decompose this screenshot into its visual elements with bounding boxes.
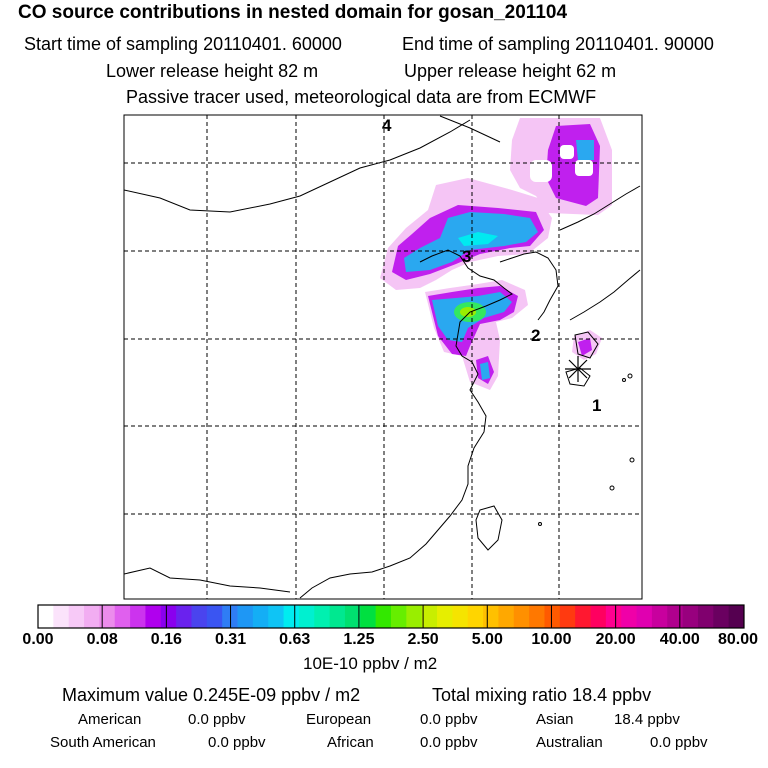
colorbar-tick-label: 0.16 — [150, 631, 182, 648]
colorbar-cell — [298, 605, 315, 628]
colorbar-cell — [728, 605, 745, 628]
colorbar-cell — [559, 605, 576, 628]
colorbar-cell — [697, 605, 714, 628]
start-time: Start time of sampling 20110401. 60000 — [24, 34, 342, 54]
colorbar-tick-label: 0.00 — [22, 631, 54, 648]
colorbar-tick-label: 0.31 — [214, 631, 247, 648]
chart-title: CO source contributions in nested domain… — [18, 2, 568, 23]
colorbar-cell — [651, 605, 668, 628]
colorbar-cell — [252, 605, 269, 628]
european-label: European — [306, 711, 372, 728]
grid-label-3: 3 — [462, 247, 471, 266]
colorbar-cell — [130, 605, 146, 628]
american-value: 0.0 ppbv — [188, 711, 246, 728]
colorbar-cell — [222, 605, 238, 628]
south-american-label: South American — [50, 734, 156, 751]
plume-holes — [530, 145, 593, 182]
australian-label: Australian — [536, 734, 603, 751]
colorbar-tick-label: 10.00 — [531, 631, 572, 648]
colorbar-cell — [237, 605, 254, 628]
grid-label-2: 2 — [531, 326, 540, 345]
plume-field — [380, 118, 612, 390]
end-time: End time of sampling 20110401. 90000 — [402, 34, 714, 54]
colorbar-cell — [467, 605, 484, 628]
colorbar-cell — [99, 605, 116, 628]
colorbar-cell — [314, 605, 331, 628]
colorbar-tick-label: 1.25 — [343, 631, 375, 648]
colorbar-cell — [283, 605, 300, 628]
colorbar-tick-label: 40.00 — [659, 631, 700, 648]
european-value: 0.0 ppbv — [420, 711, 478, 728]
colorbar-cell — [636, 605, 653, 628]
american-label: American — [78, 711, 142, 728]
colorbar-cell — [375, 605, 392, 628]
colorbar-cell — [682, 605, 699, 628]
colorbar-cell — [53, 605, 70, 628]
map-frame — [123, 114, 643, 600]
colorbar-tick-label: 2.50 — [407, 631, 439, 648]
colorbar-cell — [38, 605, 54, 628]
colorbar-cell — [145, 605, 162, 628]
colorbar-cell — [268, 605, 284, 628]
colorbar-cell — [529, 605, 545, 628]
grid-lines — [124, 115, 642, 599]
colorbar-cell — [406, 605, 423, 628]
lower-release-height: Lower release height 82 m — [106, 61, 319, 81]
maximum-value: Maximum value 0.245E-09 ppbv / m2 — [62, 685, 361, 705]
colorbar-cell — [114, 605, 131, 628]
colorbar-cell — [360, 605, 377, 628]
grid-label-4: 4 — [382, 116, 392, 135]
colorbar-tick-label: 0.08 — [86, 631, 118, 648]
colorbar-cell — [160, 605, 177, 628]
tracer-note: Passive tracer used, meteorological data… — [126, 87, 597, 107]
colorbar-cells — [38, 605, 745, 628]
colorbar-tick-label: 0.63 — [279, 631, 311, 648]
colorbar-cell — [575, 605, 591, 628]
colorbar-frame — [37, 604, 745, 629]
colorbar-cell — [483, 605, 499, 628]
colorbar-cell — [513, 605, 530, 628]
colorbar-cell — [605, 605, 622, 628]
colorbar-units: 10E-10 ppbv / m2 — [303, 654, 438, 673]
colorbar-cell — [391, 605, 407, 628]
colorbar-cell — [544, 605, 561, 628]
colorbar-dividers — [101, 605, 681, 628]
colorbar-cell — [713, 605, 730, 628]
colorbar-cell — [344, 605, 361, 628]
colorbar-cell — [452, 605, 469, 628]
colorbar-cell — [329, 605, 346, 628]
grid-label-1: 1 — [592, 396, 601, 415]
coastlines — [124, 115, 641, 599]
release-site-marker — [565, 356, 591, 382]
asian-value: 18.4 ppbv — [614, 711, 680, 728]
colorbar-tick-label: 80.00 — [717, 631, 759, 648]
colorbar-cell — [621, 605, 637, 628]
colorbar-cell — [437, 605, 453, 628]
colorbar-cell — [176, 605, 192, 628]
total-mixing-ratio: Total mixing ratio 18.4 ppbv — [432, 685, 652, 705]
colorbar-cell — [498, 605, 515, 628]
asian-label: Asian — [536, 711, 574, 728]
colorbar-tick-label: 20.00 — [595, 631, 636, 648]
colorbar-cell — [206, 605, 223, 628]
colorbar-cell — [84, 605, 100, 628]
colorbar-cell — [590, 605, 607, 628]
upper-release-height: Upper release height 62 m — [404, 61, 617, 81]
colorbar-cell — [68, 605, 85, 628]
colorbar-cell — [667, 605, 684, 628]
african-label: African — [327, 734, 374, 751]
african-value: 0.0 ppbv — [420, 734, 478, 751]
colorbar-cell — [191, 605, 208, 628]
colorbar-tick-label: 5.00 — [471, 631, 503, 648]
colorbar-cell — [421, 605, 438, 628]
south-american-value: 0.0 ppbv — [208, 734, 266, 751]
australian-value: 0.0 ppbv — [650, 734, 708, 751]
